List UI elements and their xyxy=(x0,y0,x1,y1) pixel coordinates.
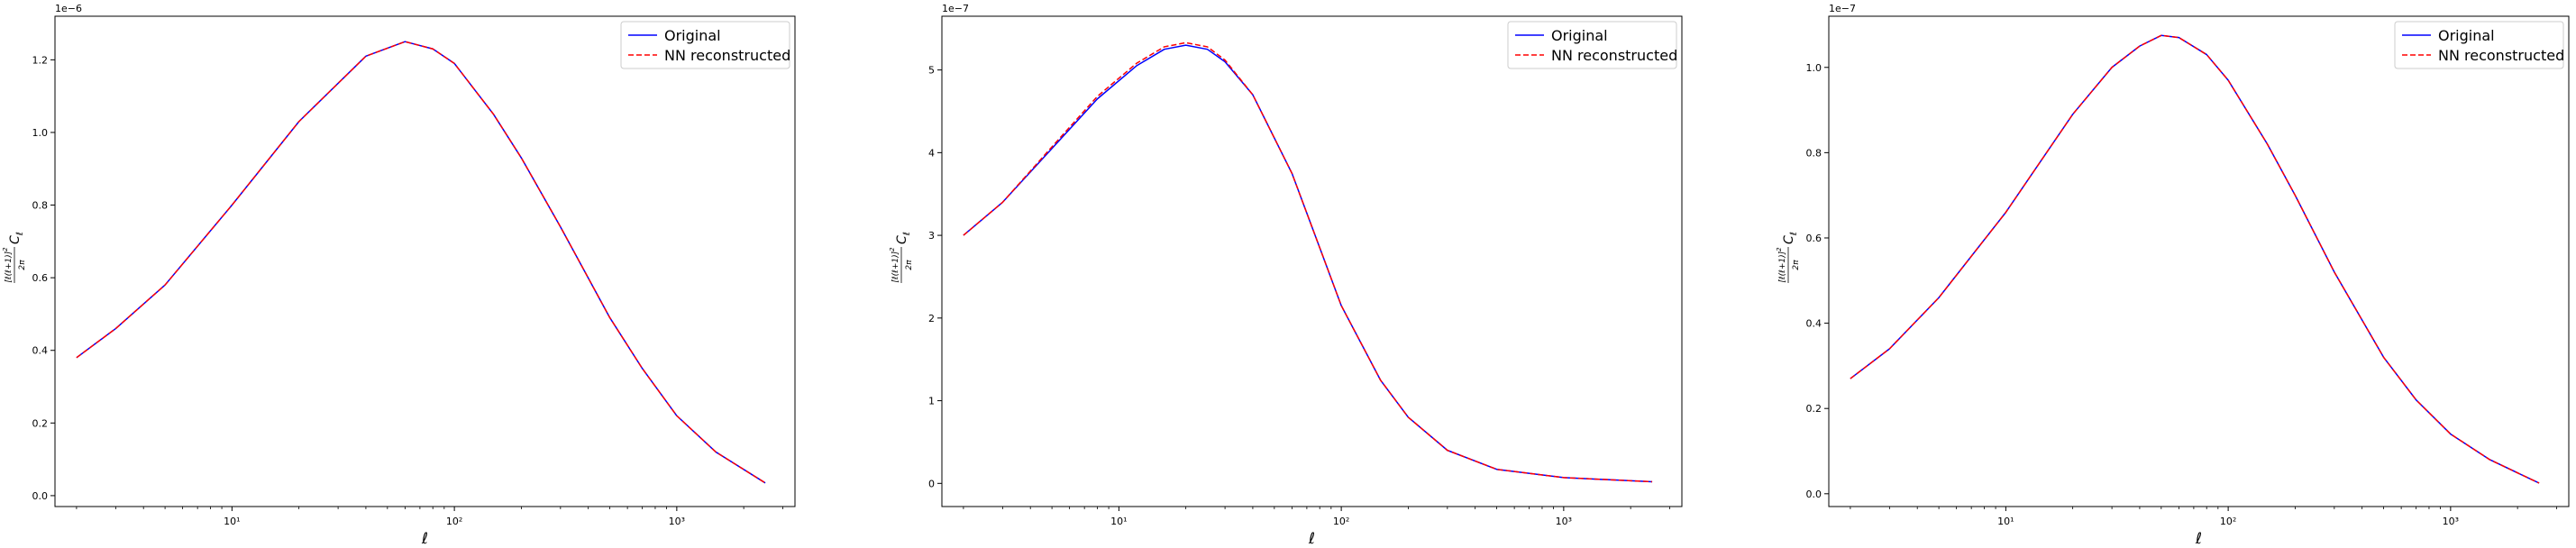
svg-text:Cℓ: Cℓ xyxy=(1782,232,1799,244)
svg-text:2π: 2π xyxy=(905,260,914,270)
series-line-original xyxy=(76,41,766,484)
x-tick-label: 10² xyxy=(446,516,462,527)
y-tick-label: 0 xyxy=(928,478,935,489)
legend-box xyxy=(620,21,790,69)
chart-1: 10¹ 10² 10³ 0.0 0.2 0.4 0.6 0.8 1.0 1.2 1e−6 ℓ [ℓ(ℓ+… xyxy=(2,3,796,548)
legend-box xyxy=(1507,21,1677,69)
y-tick-label: 0.2 xyxy=(1806,403,1822,415)
y-offset-text: 1e−7 xyxy=(1829,3,1856,14)
legend-box xyxy=(2394,21,2564,69)
svg-text:2π: 2π xyxy=(1792,260,1801,270)
y-tick-label: 1.2 xyxy=(32,54,49,66)
y-tick-label: 0.8 xyxy=(1806,147,1822,159)
y-axis-label: [ℓ(ℓ+1)]2 2π Cℓ xyxy=(2,232,27,283)
legend: Original NN reconstructed xyxy=(620,21,790,69)
svg-text:Cℓ: Cℓ xyxy=(895,232,912,244)
y-offset-text: 1e−7 xyxy=(942,3,969,14)
y-tick-label: 0.8 xyxy=(32,200,49,212)
chart-2: 10¹ 10² 10³ 0 1 2 3 4 5 1e−7 ℓ [ℓ(ℓ+1)]2 2π Cℓ Origina… xyxy=(889,3,1683,548)
svg-text:2π: 2π xyxy=(18,260,27,270)
y-axis-label: [ℓ(ℓ+1)]2 2π Cℓ xyxy=(1776,232,1801,283)
y-tick-label: 0.6 xyxy=(32,272,49,284)
x-axis-label: ℓ xyxy=(2195,530,2202,548)
x-tick-label: 10¹ xyxy=(1110,516,1127,527)
legend-label: NN reconstructed xyxy=(2438,47,2564,64)
y-tick-label: 0.0 xyxy=(32,490,49,502)
axes-frame xyxy=(941,15,1683,507)
series-line-original xyxy=(963,44,1653,483)
x-tick-label: 10¹ xyxy=(1997,516,2014,527)
y-tick-label: 5 xyxy=(928,65,935,77)
x-tick-label: 10² xyxy=(2220,516,2236,527)
axes-frame xyxy=(1828,15,2570,507)
x-tick-label: 10³ xyxy=(669,516,685,527)
x-axis-label: ℓ xyxy=(421,530,428,548)
svg-text:Cℓ: Cℓ xyxy=(8,232,25,244)
legend: Original NN reconstructed xyxy=(1507,21,1677,69)
x-tick-label: 10² xyxy=(1333,516,1349,527)
y-offset-text: 1e−6 xyxy=(55,3,82,14)
x-tick-label: 10³ xyxy=(1556,516,1572,527)
y-tick-label: 3 xyxy=(928,230,935,242)
chart-3: 10¹ 10² 10³ 0.0 0.2 0.4 0.6 0.8 1.0 1e−7 ℓ [ℓ(ℓ+1)]… xyxy=(1776,3,2570,548)
y-tick-label: 0.4 xyxy=(1806,318,1822,330)
legend-label: NN reconstructed xyxy=(664,47,790,64)
y-tick-label: 0.4 xyxy=(32,345,49,357)
y-tick-label: 1 xyxy=(928,396,935,407)
legend-label: Original xyxy=(2438,27,2495,44)
y-tick-label: 1.0 xyxy=(32,127,49,139)
svg-text:[ℓ(ℓ+1)]2: [ℓ(ℓ+1)]2 xyxy=(889,247,900,283)
legend: Original NN reconstructed xyxy=(2394,21,2564,69)
series-line-nn-reconstructed xyxy=(76,41,766,484)
svg-text:[ℓ(ℓ+1)]2: [ℓ(ℓ+1)]2 xyxy=(2,247,14,283)
y-tick-label: 0.6 xyxy=(1806,233,1822,244)
x-tick-label: 10¹ xyxy=(224,516,240,527)
x-axis-label: ℓ xyxy=(1308,530,1315,548)
y-tick-label: 0.0 xyxy=(1806,489,1822,500)
legend-label: Original xyxy=(664,27,721,44)
series-line-original xyxy=(1850,34,2540,484)
series-line-nn-reconstructed xyxy=(963,41,1653,483)
legend-label: Original xyxy=(1551,27,1608,44)
svg-text:[ℓ(ℓ+1)]2: [ℓ(ℓ+1)]2 xyxy=(1776,247,1787,283)
y-tick-label: 4 xyxy=(928,147,935,159)
y-axis-label: [ℓ(ℓ+1)]2 2π Cℓ xyxy=(889,232,914,283)
y-tick-label: 2 xyxy=(928,313,935,324)
x-tick-label: 10³ xyxy=(2443,516,2459,527)
legend-label: NN reconstructed xyxy=(1551,47,1677,64)
axes-frame xyxy=(54,15,796,507)
y-tick-label: 1.0 xyxy=(1806,62,1822,74)
series-line-nn-reconstructed xyxy=(1850,34,2540,484)
y-tick-label: 0.2 xyxy=(32,417,49,429)
